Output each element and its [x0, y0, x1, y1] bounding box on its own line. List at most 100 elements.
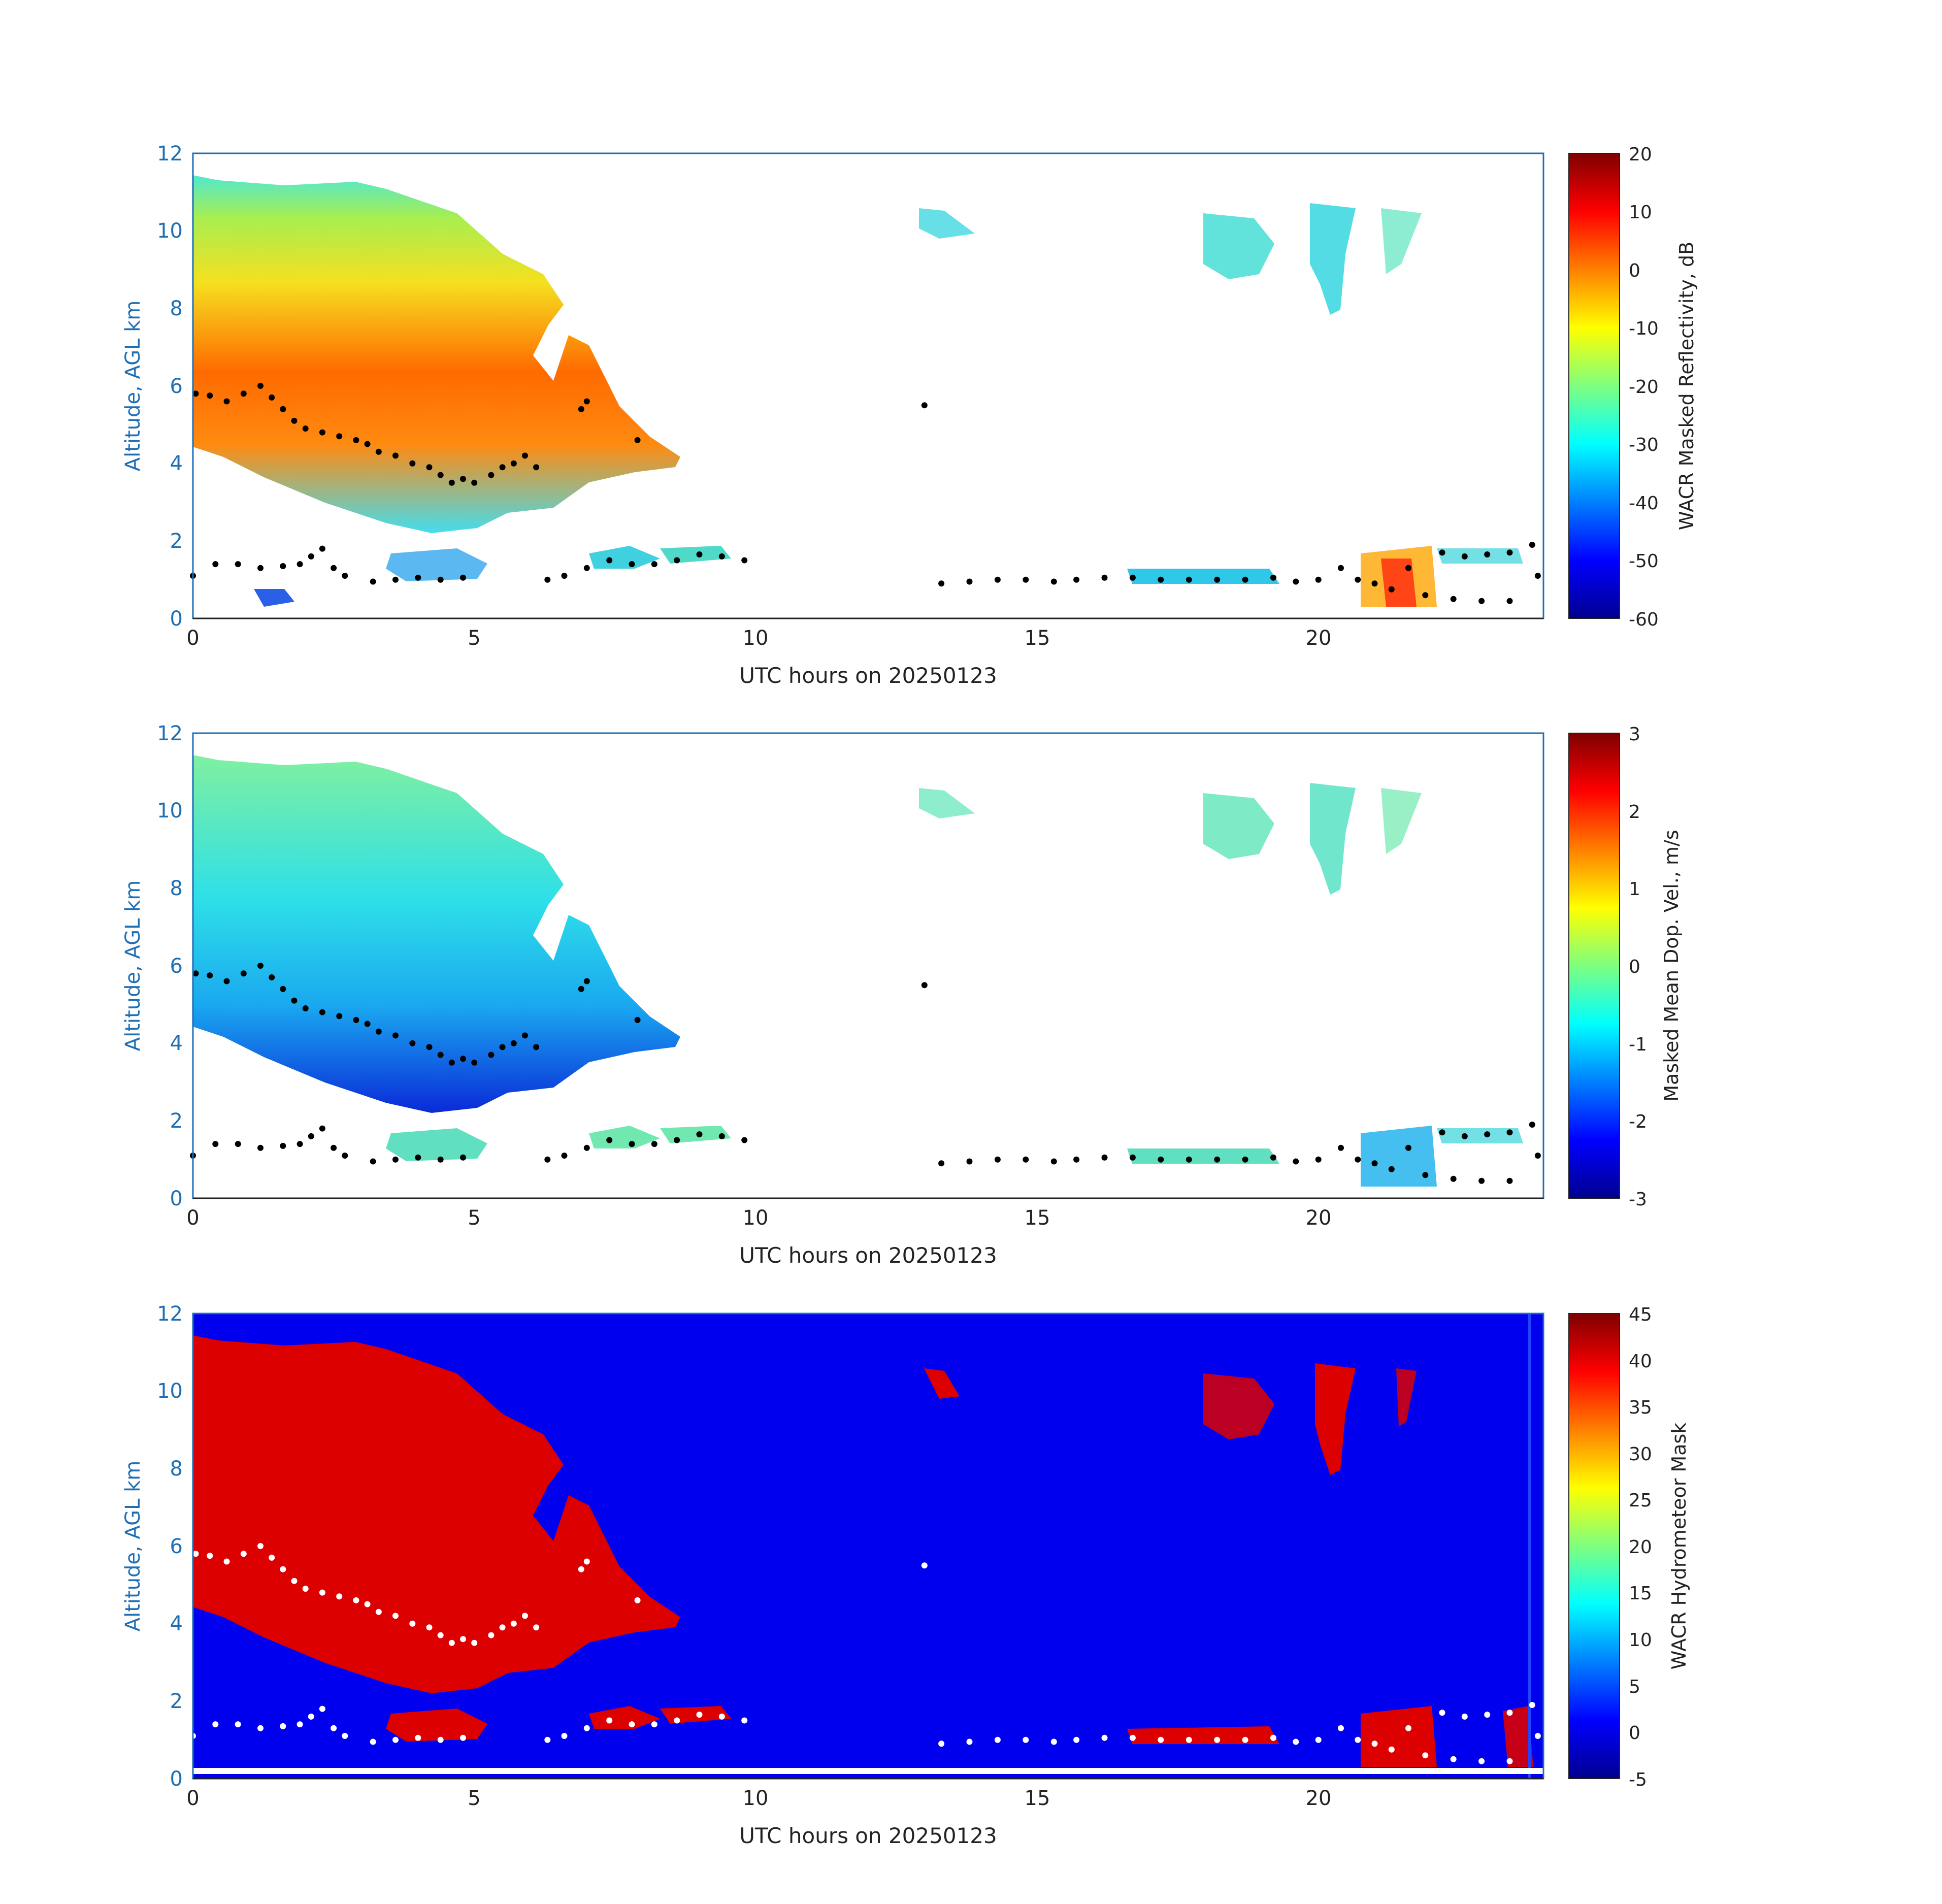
cloud-base-point	[606, 1137, 613, 1143]
cloud-base-point	[606, 557, 613, 564]
cloud-base-point	[1439, 1710, 1445, 1716]
cloud-base-point	[1129, 574, 1136, 581]
refl-x-tick: 10	[743, 627, 769, 650]
cloud-base-point	[1338, 565, 1344, 571]
mask-y-tick: 12	[157, 1302, 183, 1326]
cloud-base-point	[375, 448, 382, 455]
cloud-base-point	[364, 1601, 371, 1607]
cloud-base-point	[207, 1553, 213, 1559]
cloud-base-point	[207, 392, 213, 399]
cloud-base-point	[1450, 1175, 1457, 1182]
cloud-base-point	[460, 1734, 466, 1741]
cloud-base-point	[302, 1586, 309, 1592]
mask-cb-tick: 15	[1629, 1583, 1652, 1604]
cloud-base-point	[257, 1144, 264, 1151]
cloud-base-point	[269, 974, 275, 980]
cloud-base-point	[257, 565, 264, 571]
cloud-base-point	[1293, 1158, 1299, 1165]
vel-y-tick: 0	[170, 1187, 183, 1210]
cloud-base-point	[370, 578, 376, 585]
mask-cb-tick: -5	[1629, 1769, 1647, 1790]
cloud-base-point	[392, 1156, 399, 1163]
cloud-base-point	[488, 1052, 495, 1058]
cloud-base-point	[336, 433, 343, 440]
mask-colorbar	[1568, 1313, 1620, 1779]
cloud-base-point	[364, 441, 371, 447]
cloud-base-point	[488, 472, 495, 478]
cloud-base-point	[331, 1725, 337, 1731]
cloud-base-point	[1101, 1734, 1108, 1741]
vel-colorbar-ticks: 3 2 1 0 -1 -2 -3	[1629, 724, 1647, 1210]
cloud-base-point	[437, 576, 444, 583]
cloud-base-point	[1478, 1177, 1485, 1184]
cloud-base-point	[1405, 565, 1411, 571]
cloud-base-point	[629, 1721, 635, 1728]
cloud-base-point	[634, 437, 641, 443]
cloud-base-point	[674, 1137, 680, 1143]
cloud-base-point	[1484, 551, 1491, 557]
cloud-base-point	[696, 1131, 703, 1138]
cloud-base-point	[342, 573, 348, 579]
cloud-base-point	[510, 1620, 517, 1627]
cloud-base-point	[1439, 549, 1445, 556]
cloud-base-point	[1422, 1172, 1429, 1178]
cloud-base-point	[1186, 1156, 1192, 1163]
vel-colorbar	[1568, 733, 1620, 1199]
refl-y-tick: 4	[170, 452, 183, 475]
refl-y-tick: 10	[157, 219, 183, 243]
mask-colorbar-label: WACR Hydrometeor Mask	[1668, 1423, 1690, 1670]
vel-y-tick: 2	[170, 1109, 183, 1133]
cloud-base-point	[583, 1725, 590, 1731]
mask-x-tick: 20	[1306, 1787, 1332, 1810]
cloud-base-point	[741, 1717, 748, 1724]
cloud-base-point	[521, 452, 528, 459]
refl-y-tick: 6	[170, 375, 183, 398]
refl-y-axis-label: Altitude, AGL km	[121, 301, 145, 472]
cloud-base-point	[1270, 1734, 1276, 1741]
cloud-base-point	[437, 1632, 444, 1638]
cloud-base-point	[1371, 580, 1378, 587]
mask-cb-tick: 40	[1629, 1351, 1652, 1372]
cloud-base-point	[291, 1578, 298, 1584]
cloud-base-point	[488, 1632, 495, 1638]
cloud-base-point	[1371, 1741, 1378, 1747]
cloud-base-point	[921, 982, 928, 989]
cloud-base-point	[370, 1158, 376, 1165]
cloud-base-point	[392, 1613, 399, 1619]
cloud-base-point	[741, 557, 748, 564]
cloud-base-point	[938, 580, 945, 587]
refl-y-tick: 12	[157, 142, 183, 166]
cloud-base-point	[460, 574, 466, 581]
mask-y-tick: 6	[170, 1535, 183, 1558]
cloud-base-point	[499, 464, 506, 471]
cloud-base-point	[499, 1624, 506, 1631]
cloud-base-point	[583, 978, 590, 984]
cloud-base-point	[302, 1005, 309, 1011]
vel-y-tick: 4	[170, 1032, 183, 1055]
cloud-base-point	[460, 1636, 466, 1643]
vel-y-tick: 10	[157, 799, 183, 823]
cloud-base-point	[192, 390, 199, 397]
mask-cb-tick: 30	[1629, 1444, 1652, 1465]
cloud-base-point	[1023, 1156, 1029, 1163]
cloud-base-point	[634, 1016, 641, 1023]
cloud-base-point	[302, 425, 309, 432]
cloud-base-point	[448, 1059, 455, 1066]
cloud-base-point	[392, 1736, 399, 1743]
cloud-base-point	[696, 551, 703, 557]
refl-cb-tick: -30	[1629, 435, 1659, 455]
cloud-base-point	[1338, 1725, 1344, 1731]
cloud-base-point	[1338, 1144, 1344, 1151]
cloud-base-point	[471, 479, 478, 486]
cloud-base-point	[223, 1558, 230, 1565]
vel-y-tick: 6	[170, 955, 183, 978]
refl-y-tick: 0	[170, 607, 183, 631]
vel-cb-tick: 3	[1629, 724, 1640, 745]
cloud-base-point	[257, 1543, 264, 1549]
refl-x-tick: 20	[1306, 627, 1332, 650]
cloud-base-point	[207, 972, 213, 979]
refl-cb-tick: -40	[1629, 493, 1659, 514]
cloud-base-point	[426, 1624, 433, 1631]
cloud-base-point	[1439, 1129, 1445, 1136]
refl-x-tick: 0	[186, 627, 199, 650]
